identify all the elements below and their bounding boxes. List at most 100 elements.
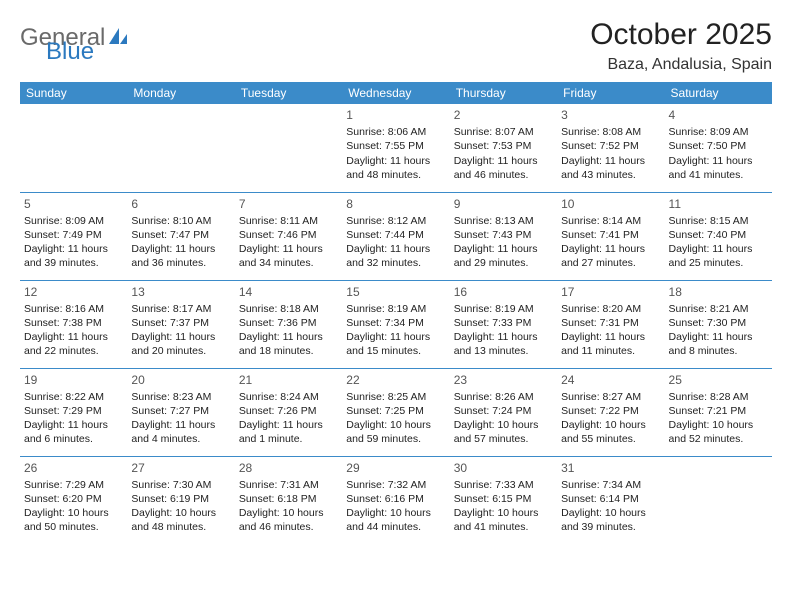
calendar-day-cell: 6Sunrise: 8:10 AMSunset: 7:47 PMDaylight… bbox=[127, 192, 234, 280]
day-number: 2 bbox=[454, 107, 553, 123]
daylight-line: Daylight: 11 hours and 4 minutes. bbox=[131, 418, 230, 446]
calendar-empty-cell bbox=[20, 104, 127, 192]
sunrise-line: Sunrise: 7:29 AM bbox=[24, 478, 123, 492]
sunset-line: Sunset: 7:33 PM bbox=[454, 316, 553, 330]
daylight-line: Daylight: 11 hours and 22 minutes. bbox=[24, 330, 123, 358]
sunrise-line: Sunrise: 8:23 AM bbox=[131, 390, 230, 404]
sunrise-line: Sunrise: 7:30 AM bbox=[131, 478, 230, 492]
day-number: 23 bbox=[454, 372, 553, 388]
sunrise-line: Sunrise: 8:21 AM bbox=[669, 302, 768, 316]
calendar-day-cell: 19Sunrise: 8:22 AMSunset: 7:29 PMDayligh… bbox=[20, 368, 127, 456]
calendar-day-cell: 7 Sunrise: 8:11 AMSunset: 7:46 PMDaylight… bbox=[235, 192, 342, 280]
daylight-line: Daylight: 10 hours and 59 minutes. bbox=[346, 418, 445, 446]
calendar-empty-cell bbox=[235, 104, 342, 192]
weekday-header: Wednesday bbox=[342, 82, 449, 104]
sunrise-line: Sunrise: 8:11 AM bbox=[239, 214, 338, 228]
day-number: 15 bbox=[346, 284, 445, 300]
calendar-day-cell: 11Sunrise: 8:15 AMSunset: 7:40 PMDayligh… bbox=[665, 192, 772, 280]
sunset-line: Sunset: 7:38 PM bbox=[24, 316, 123, 330]
calendar-day-cell: 25Sunrise: 8:28 AMSunset: 7:21 PMDayligh… bbox=[665, 368, 772, 456]
weekday-header: Sunday bbox=[20, 82, 127, 104]
sunrise-line: Sunrise: 8:20 AM bbox=[561, 302, 660, 316]
sunset-line: Sunset: 7:50 PM bbox=[669, 139, 768, 153]
daylight-line: Daylight: 11 hours and 18 minutes. bbox=[239, 330, 338, 358]
weekday-header: Saturday bbox=[665, 82, 772, 104]
day-number: 12 bbox=[24, 284, 123, 300]
calendar-week-row: 12Sunrise: 8:16 AMSunset: 7:38 PMDayligh… bbox=[20, 280, 772, 368]
day-number: 4 bbox=[669, 107, 768, 123]
day-number: 22 bbox=[346, 372, 445, 388]
sunrise-line: Sunrise: 8:19 AM bbox=[346, 302, 445, 316]
day-number: 21 bbox=[239, 372, 338, 388]
daylight-line: Daylight: 11 hours and 34 minutes. bbox=[239, 242, 338, 270]
day-number: 20 bbox=[131, 372, 230, 388]
calendar-week-row: 1Sunrise: 8:06 AMSunset: 7:55 PMDaylight… bbox=[20, 104, 772, 192]
calendar-day-cell: 12Sunrise: 8:16 AMSunset: 7:38 PMDayligh… bbox=[20, 280, 127, 368]
sunset-line: Sunset: 7:34 PM bbox=[346, 316, 445, 330]
day-number: 5 bbox=[24, 196, 123, 212]
day-number: 7 bbox=[239, 196, 338, 212]
day-number: 30 bbox=[454, 460, 553, 476]
daylight-line: Daylight: 10 hours and 46 minutes. bbox=[239, 506, 338, 534]
sunrise-line: Sunrise: 8:08 AM bbox=[561, 125, 660, 139]
weekday-header: Friday bbox=[557, 82, 664, 104]
sunset-line: Sunset: 6:19 PM bbox=[131, 492, 230, 506]
daylight-line: Daylight: 10 hours and 44 minutes. bbox=[346, 506, 445, 534]
sunset-line: Sunset: 6:15 PM bbox=[454, 492, 553, 506]
sunset-line: Sunset: 7:47 PM bbox=[131, 228, 230, 242]
sunrise-line: Sunrise: 8:14 AM bbox=[561, 214, 660, 228]
sunrise-line: Sunrise: 8:09 AM bbox=[669, 125, 768, 139]
sunrise-line: Sunrise: 8:12 AM bbox=[346, 214, 445, 228]
sunrise-line: Sunrise: 8:15 AM bbox=[669, 214, 768, 228]
daylight-line: Daylight: 11 hours and 43 minutes. bbox=[561, 154, 660, 182]
daylight-line: Daylight: 11 hours and 8 minutes. bbox=[669, 330, 768, 358]
calendar-day-cell: 4Sunrise: 8:09 AMSunset: 7:50 PMDaylight… bbox=[665, 104, 772, 192]
daylight-line: Daylight: 11 hours and 1 minute. bbox=[239, 418, 338, 446]
day-number: 1 bbox=[346, 107, 445, 123]
sunset-line: Sunset: 7:21 PM bbox=[669, 404, 768, 418]
sunset-line: Sunset: 7:24 PM bbox=[454, 404, 553, 418]
calendar-day-cell: 2Sunrise: 8:07 AMSunset: 7:53 PMDaylight… bbox=[450, 104, 557, 192]
sunset-line: Sunset: 7:41 PM bbox=[561, 228, 660, 242]
weekday-header: Thursday bbox=[450, 82, 557, 104]
sunrise-line: Sunrise: 8:26 AM bbox=[454, 390, 553, 404]
calendar-day-cell: 17Sunrise: 8:20 AMSunset: 7:31 PMDayligh… bbox=[557, 280, 664, 368]
day-number: 3 bbox=[561, 107, 660, 123]
day-number: 29 bbox=[346, 460, 445, 476]
calendar-empty-cell bbox=[665, 456, 772, 544]
day-number: 14 bbox=[239, 284, 338, 300]
sunset-line: Sunset: 6:18 PM bbox=[239, 492, 338, 506]
sunrise-line: Sunrise: 8:07 AM bbox=[454, 125, 553, 139]
sunrise-line: Sunrise: 7:32 AM bbox=[346, 478, 445, 492]
day-number: 24 bbox=[561, 372, 660, 388]
calendar-day-cell: 3 Sunrise: 8:08 AMSunset: 7:52 PMDaylight… bbox=[557, 104, 664, 192]
calendar-week-row: 5Sunrise: 8:09 AMSunset: 7:49 PMDaylight… bbox=[20, 192, 772, 280]
calendar-day-cell: 22Sunrise: 8:25 AMSunset: 7:25 PMDayligh… bbox=[342, 368, 449, 456]
calendar-day-cell: 26Sunrise: 7:29 AMSunset: 6:20 PMDayligh… bbox=[20, 456, 127, 544]
daylight-line: Daylight: 11 hours and 36 minutes. bbox=[131, 242, 230, 270]
daylight-line: Daylight: 10 hours and 55 minutes. bbox=[561, 418, 660, 446]
sunrise-line: Sunrise: 8:06 AM bbox=[346, 125, 445, 139]
daylight-line: Daylight: 10 hours and 39 minutes. bbox=[561, 506, 660, 534]
sunset-line: Sunset: 7:30 PM bbox=[669, 316, 768, 330]
calendar-day-cell: 9Sunrise: 8:13 AMSunset: 7:43 PMDaylight… bbox=[450, 192, 557, 280]
calendar-day-cell: 10Sunrise: 8:14 AMSunset: 7:41 PMDayligh… bbox=[557, 192, 664, 280]
day-number: 11 bbox=[669, 196, 768, 212]
sunrise-line: Sunrise: 8:13 AM bbox=[454, 214, 553, 228]
sunset-line: Sunset: 7:44 PM bbox=[346, 228, 445, 242]
calendar-day-cell: 13Sunrise: 8:17 AMSunset: 7:37 PMDayligh… bbox=[127, 280, 234, 368]
sunset-line: Sunset: 7:25 PM bbox=[346, 404, 445, 418]
sunset-line: Sunset: 7:46 PM bbox=[239, 228, 338, 242]
sunrise-line: Sunrise: 7:31 AM bbox=[239, 478, 338, 492]
sunset-line: Sunset: 7:53 PM bbox=[454, 139, 553, 153]
sunset-line: Sunset: 7:52 PM bbox=[561, 139, 660, 153]
sunrise-line: Sunrise: 8:27 AM bbox=[561, 390, 660, 404]
daylight-line: Daylight: 11 hours and 29 minutes. bbox=[454, 242, 553, 270]
weekday-header: Monday bbox=[127, 82, 234, 104]
day-number: 28 bbox=[239, 460, 338, 476]
calendar-day-cell: 16Sunrise: 8:19 AMSunset: 7:33 PMDayligh… bbox=[450, 280, 557, 368]
sunrise-line: Sunrise: 8:18 AM bbox=[239, 302, 338, 316]
day-number: 16 bbox=[454, 284, 553, 300]
day-number: 9 bbox=[454, 196, 553, 212]
calendar-day-cell: 15Sunrise: 8:19 AMSunset: 7:34 PMDayligh… bbox=[342, 280, 449, 368]
